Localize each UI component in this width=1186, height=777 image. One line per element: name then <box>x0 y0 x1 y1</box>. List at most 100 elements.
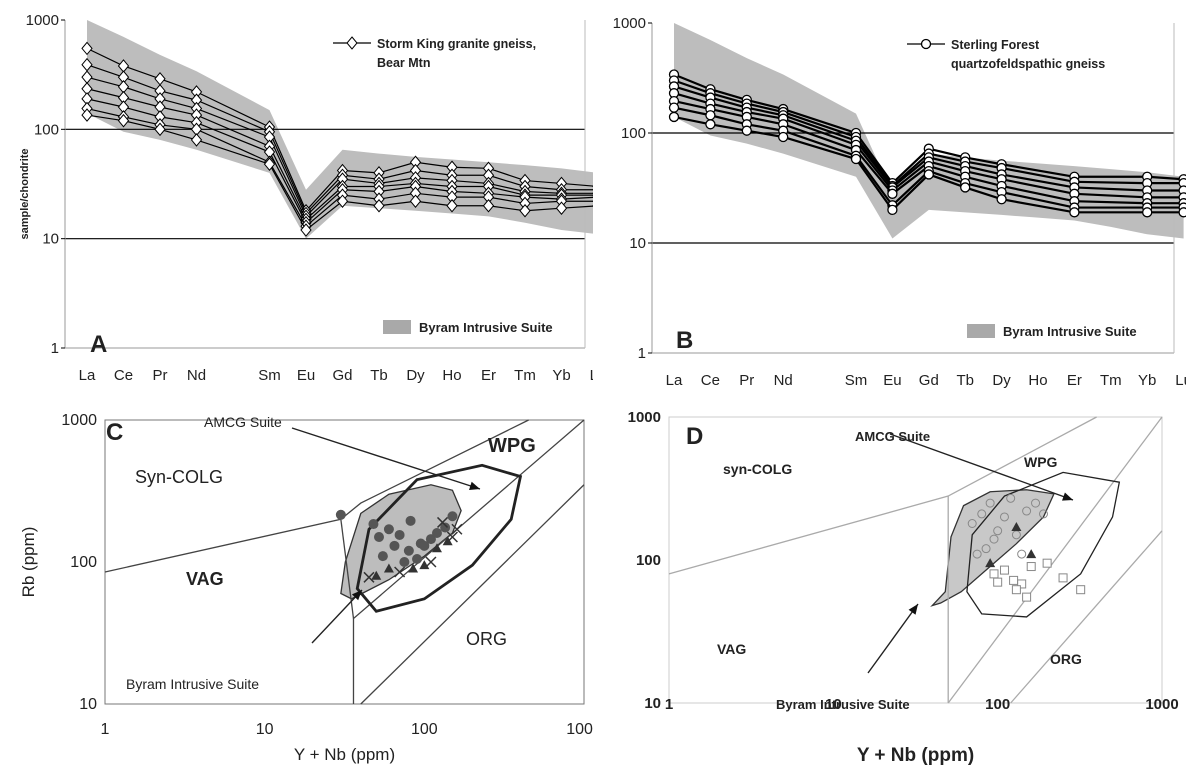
field-boundary <box>1010 530 1163 704</box>
legend-series-label: Storm King granite gneiss, <box>377 37 536 51</box>
x-tick-label: Lu <box>1175 372 1186 389</box>
data-point <box>408 563 419 573</box>
x-tick-label: Eu <box>297 367 315 384</box>
data-point <box>419 540 430 551</box>
data-point <box>741 125 752 136</box>
data-point <box>1031 498 1041 508</box>
data-point <box>405 515 416 526</box>
arrow-head <box>1062 492 1073 501</box>
legend-marker <box>346 36 358 50</box>
data-point <box>668 102 680 113</box>
data-point <box>1022 592 1032 602</box>
field-boundary <box>668 416 1097 575</box>
data-point <box>967 518 977 528</box>
data-point <box>1076 585 1086 595</box>
series-line <box>86 114 593 231</box>
series-line <box>86 107 593 228</box>
data-point <box>117 113 130 128</box>
series-line <box>86 47 593 212</box>
data-point <box>389 540 400 551</box>
field-boundary <box>360 484 585 705</box>
series-line <box>673 92 1184 199</box>
series-line <box>673 100 1184 205</box>
x-tick-label: Tb <box>370 367 388 384</box>
data-point <box>985 558 996 568</box>
data-point <box>972 549 982 559</box>
data-point <box>81 41 93 56</box>
legend-field-swatch <box>967 324 995 338</box>
x-tick-label: 100 <box>411 721 438 738</box>
x-tick-label: Sm <box>845 372 868 389</box>
x-tick-label: Lu <box>590 367 593 384</box>
data-point <box>1009 575 1019 585</box>
x-tick-label: Dy <box>406 367 425 384</box>
x-tick-label: La <box>666 372 683 389</box>
data-point <box>399 557 410 567</box>
data-point <box>403 545 414 556</box>
data-point <box>446 531 458 543</box>
annotation-arrow <box>291 427 481 490</box>
x-tick-label: 10 <box>825 696 842 713</box>
data-point <box>1017 579 1027 589</box>
data-point <box>887 188 898 199</box>
x-tick-label: Tm <box>1100 372 1122 389</box>
arrow-head <box>351 590 362 601</box>
data-point <box>1142 207 1153 218</box>
x-axis-label: Y + Nb (ppm) <box>857 745 974 766</box>
data-point <box>154 122 166 137</box>
panel-letter: D <box>686 423 703 450</box>
data-point <box>1058 573 1068 583</box>
y-tick-label: 1000 <box>628 409 661 426</box>
byram-field <box>340 484 462 600</box>
x-tick-label: La <box>79 367 96 384</box>
data-point <box>394 566 406 578</box>
data-point <box>999 512 1009 522</box>
data-point <box>335 509 346 520</box>
arrow-head <box>469 481 480 490</box>
data-point <box>999 565 1009 575</box>
panel-letter: A <box>90 331 107 358</box>
annotation-arrow <box>311 589 363 644</box>
ree-chart-b: 1 10 100 1000 La Ce Pr Nd Sm Eu Gd Tb Dy Ho Er Tm Yb Lu St… <box>613 15 1186 389</box>
plot-frame <box>104 419 585 705</box>
y-axis-label: sample/chondrite <box>19 148 31 239</box>
data-point <box>482 198 495 213</box>
data-point <box>989 569 999 579</box>
panel-letter: C <box>106 419 123 446</box>
data-point <box>1026 562 1036 572</box>
data-point <box>263 157 276 171</box>
region-label-syncolg: syn-COLG <box>723 461 792 477</box>
region-label-byram: Byram Intrusive Suite <box>776 697 910 712</box>
series-line <box>673 106 1184 209</box>
data-point <box>1022 506 1032 516</box>
annotation-arrow <box>867 603 919 674</box>
y-tick-label: 1 <box>638 345 646 362</box>
y-tick-label: 10 <box>42 231 59 248</box>
x-tick-label: Pr <box>739 372 754 389</box>
x-tick-label: 100 <box>985 696 1010 713</box>
x-tick-label: Er <box>1067 372 1082 389</box>
data-point <box>981 544 991 554</box>
data-point <box>668 111 680 123</box>
region-label-byram: Byram Intrusive Suite <box>126 676 259 692</box>
data-point <box>440 522 451 533</box>
x-tick-label: Ho <box>1028 372 1047 389</box>
region-label-syncolg: Syn-COLG <box>135 467 223 487</box>
data-point <box>363 571 375 583</box>
data-point <box>1026 549 1037 559</box>
amcg-field <box>355 463 523 613</box>
data-point <box>409 194 422 209</box>
data-point <box>431 528 442 539</box>
data-point <box>425 534 436 545</box>
data-point <box>190 133 203 147</box>
series-line <box>673 79 1184 188</box>
series-line <box>673 115 1184 214</box>
field-boundary <box>352 419 585 704</box>
data-point <box>705 119 716 130</box>
arrow-head <box>908 604 918 615</box>
annotation-arrow <box>889 433 1074 501</box>
data-point <box>394 529 405 540</box>
data-point <box>989 534 999 544</box>
y-tick-label: 1000 <box>613 15 646 32</box>
data-point <box>1038 509 1048 519</box>
